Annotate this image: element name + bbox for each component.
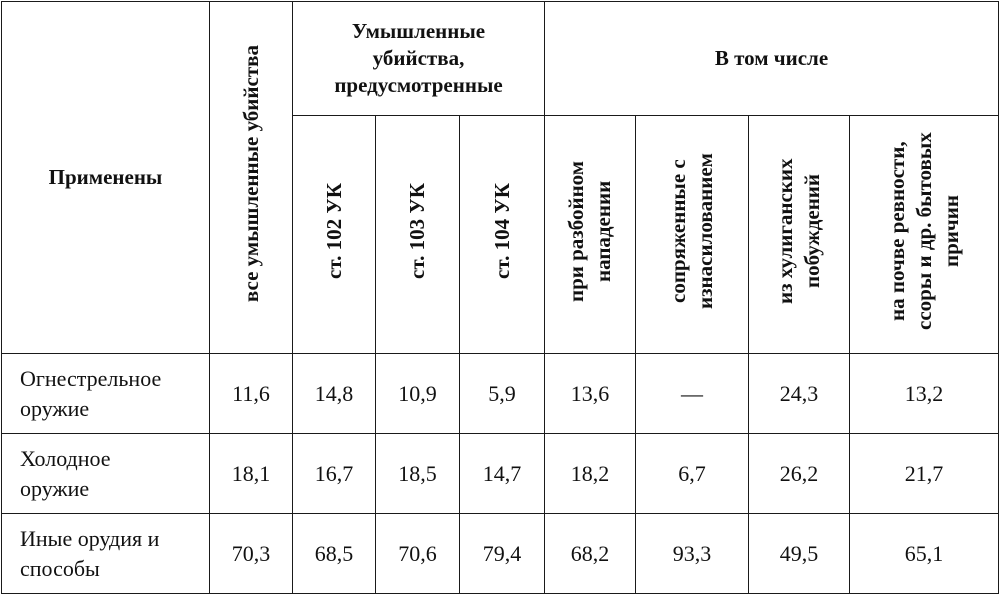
header-robbery: при разбойном нападении [544, 115, 636, 354]
cell: 24,3 [748, 353, 850, 434]
table-row: Холодное оружие 18,1 16,7 18,5 14,7 18,2… [1, 433, 1000, 514]
cell: 70,3 [209, 513, 293, 594]
cell: 14,7 [459, 433, 545, 514]
cell: 6,7 [635, 433, 749, 514]
cell: 14,8 [292, 353, 376, 434]
header-group-including: В том числе [543, 1, 1000, 116]
row-label: Огнестрельное оружие [1, 353, 210, 434]
cell: 11,6 [209, 353, 293, 434]
cell: 18,5 [375, 433, 460, 514]
cell: 5,9 [459, 353, 545, 434]
header-hooligan: из хулиганских побуждений [748, 115, 850, 354]
cell: 68,2 [544, 513, 636, 594]
cell: 49,5 [748, 513, 850, 594]
table-row: Огнестрельное оружие 11,6 14,8 10,9 5,9 … [1, 353, 1000, 434]
cell: 79,4 [459, 513, 545, 594]
header-jealousy: на почве ревности, ссоры и др. бытовых п… [848, 115, 1000, 354]
header-art102: ст. 102 УК [292, 115, 376, 354]
cell: 70,6 [375, 513, 460, 594]
header-art104: ст. 104 УК [459, 115, 545, 354]
cell: 93,3 [635, 513, 749, 594]
cell: 13,6 [544, 353, 636, 434]
table-row: Иные орудия и способы 70,3 68,5 70,6 79,… [1, 513, 1000, 594]
header-applied: Применены [1, 1, 210, 354]
cell: 13,2 [848, 353, 1000, 434]
cell: 21,7 [848, 433, 1000, 514]
row-label: Холодное оружие [1, 433, 210, 514]
header-all-murders: все умышленные убийства [209, 1, 293, 354]
row-label: Иные орудия и способы [1, 513, 210, 594]
header-art103: ст. 103 УК [375, 115, 460, 354]
header-rape: сопряженные с изнасилованием [635, 115, 749, 354]
cell: 65,1 [848, 513, 1000, 594]
cell: 26,2 [748, 433, 850, 514]
cell: 16,7 [292, 433, 376, 514]
cell: 68,5 [292, 513, 376, 594]
cell: 18,1 [209, 433, 293, 514]
cell: 18,2 [544, 433, 636, 514]
cell: 10,9 [375, 353, 460, 434]
cell: — [635, 353, 749, 434]
header-group-provided: Умышленные убийства, предусмотренные [292, 1, 545, 116]
